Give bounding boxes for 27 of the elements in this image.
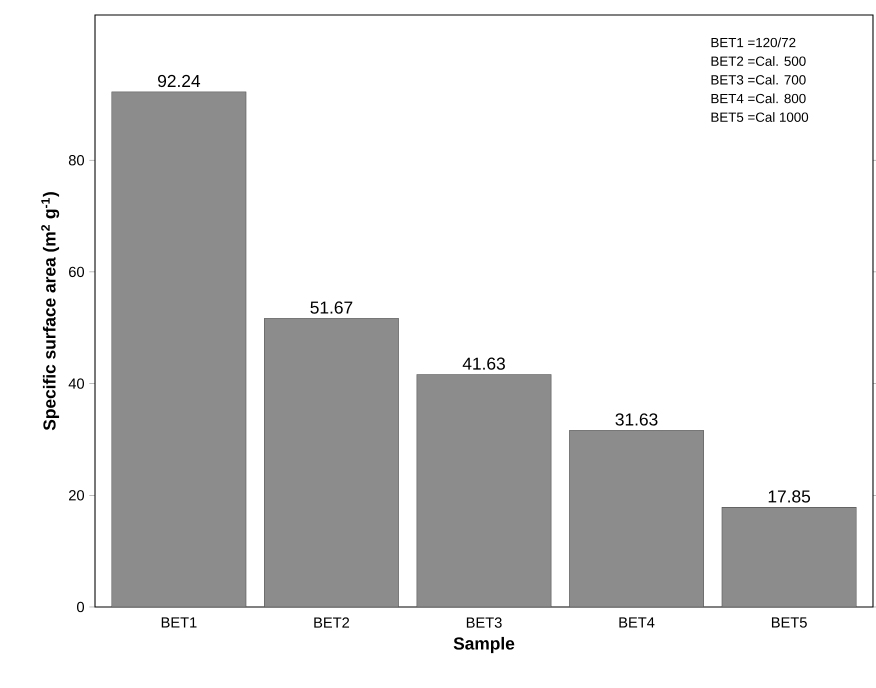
y-axis-title: Specific surface area (m$^{2}$ g$^{-1}$) bbox=[41, 192, 60, 430]
y-tick-label: 40 bbox=[68, 378, 84, 389]
bar bbox=[264, 318, 399, 607]
y-tick-label: 20 bbox=[69, 490, 84, 500]
data-label: 51.67 bbox=[310, 301, 352, 314]
bar bbox=[569, 430, 704, 607]
y-tick-label: 60 bbox=[69, 266, 84, 278]
x-tick-label: BET2 bbox=[314, 617, 350, 628]
annotation: BET4 =Cal. 800 bbox=[712, 93, 806, 104]
data-label: 41.63 bbox=[462, 358, 505, 370]
bar bbox=[112, 92, 246, 607]
annotation: BET3 =Cal. 700 bbox=[712, 74, 806, 85]
annotation: BET1 =120/72 bbox=[712, 37, 796, 48]
x-axis-title: Sample bbox=[454, 636, 514, 654]
x-tick-label: BET4 bbox=[619, 617, 654, 628]
y-tick-label: 0 bbox=[77, 602, 84, 612]
x-tick-label: BET5 bbox=[772, 617, 807, 628]
bar bbox=[416, 374, 552, 607]
data-label: 17.85 bbox=[768, 490, 810, 503]
annotation: BET2 =Cal. 500 bbox=[712, 56, 806, 66]
x-tick-label: BET1 bbox=[162, 617, 197, 628]
y-tick-label: 80 bbox=[68, 155, 84, 166]
annotation: BET5 =Cal 1000 bbox=[712, 112, 808, 122]
data-label: 92.24 bbox=[158, 74, 200, 88]
x-tick-label: BET3 bbox=[466, 617, 502, 628]
data-label: 31.63 bbox=[616, 413, 658, 426]
bar bbox=[722, 507, 856, 607]
